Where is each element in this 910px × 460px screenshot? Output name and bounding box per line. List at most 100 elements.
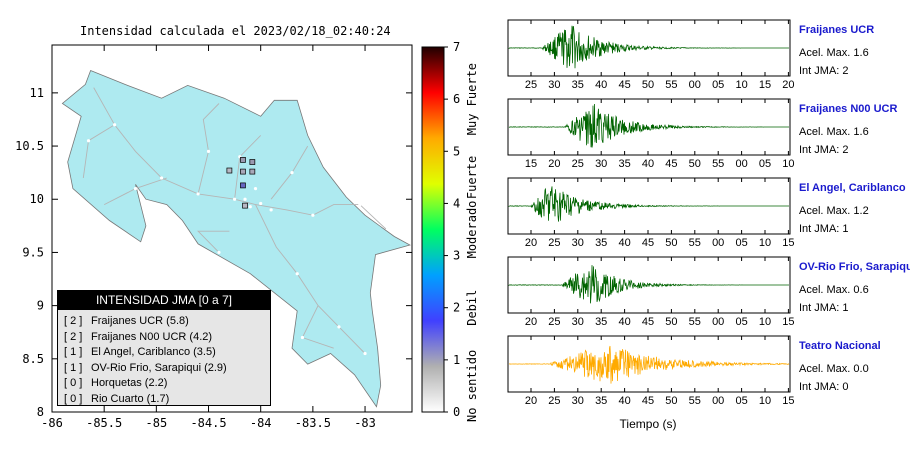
town-dot	[311, 213, 315, 217]
station-marker	[249, 168, 256, 175]
lon-tick-label: -84.5	[190, 416, 226, 430]
road-line	[197, 103, 220, 195]
town-dot	[206, 149, 211, 153]
time-tick-label: 30	[572, 237, 584, 249]
station-name-label: El Angel, Cariblanco	[799, 182, 906, 194]
int-jma-label: Int JMA: 2	[799, 144, 849, 156]
time-tick-label: 50	[665, 237, 677, 249]
lon-tick-label: -84	[250, 416, 272, 430]
time-tick-label: 40	[618, 237, 630, 249]
int-jma-label: Int JMA: 0	[799, 381, 849, 393]
acel-max-label: Acel. Max. 0.0	[799, 363, 869, 375]
time-tick-label: 50	[642, 79, 654, 91]
colorbar-category-label: Fuerte	[465, 156, 479, 199]
time-tick-label: 35	[595, 237, 607, 249]
legend-item-label: Fraijanes UCR (5.8)	[91, 315, 189, 327]
waveform-trace	[508, 25, 789, 69]
waveform-trace	[509, 345, 790, 384]
time-tick-label: 40	[595, 79, 607, 91]
time-tick-label: 15	[782, 316, 794, 328]
time-tick-label: 25	[548, 395, 560, 407]
time-tick-label: 30	[572, 395, 584, 407]
time-tick-label: 55	[689, 316, 701, 328]
time-tick-label: 10	[735, 79, 747, 91]
town-dot	[196, 192, 200, 196]
map-frame	[51, 44, 413, 413]
legend-item-label: El Angel, Cariblanco (3.5)	[91, 346, 216, 358]
time-tick-label: 45	[665, 158, 677, 170]
legend-item: [ 0 ] Horquetas (2.2)	[64, 376, 270, 392]
lat-tick-label: 8	[37, 405, 44, 419]
town-dot	[363, 351, 367, 356]
station-marker	[240, 182, 246, 189]
int-jma-label: Int JMA: 1	[799, 223, 849, 235]
lon-tick-label: -83	[354, 416, 376, 430]
map-title: Intensidad calculada el 2023/02/18_02:40…	[80, 24, 391, 38]
lat-tick-label: 9.5	[22, 245, 44, 259]
waveform-trace	[508, 103, 789, 148]
station-marker	[249, 159, 256, 165]
colorbar: 0 1 2 3 4 5 6 7 No sentido Debil Moderado Fuerte Muy…	[421, 40, 479, 422]
town-dot	[86, 139, 91, 143]
legend-item: [ 1 ] El Angel, Cariblanco (3.5)	[64, 345, 270, 361]
time-tick-label: 55	[689, 395, 701, 407]
station-name-label: Teatro Nacional	[799, 340, 881, 352]
time-tick-label: 25	[548, 237, 560, 249]
colorbar-scale	[421, 46, 445, 413]
time-tick-label: 05	[759, 158, 771, 170]
int-jma-label: Int JMA: 2	[799, 65, 849, 77]
legend-item: [ 2 ] Fraijanes N00 UCR (4.2)	[64, 330, 270, 346]
time-tick-label: 35	[595, 395, 607, 407]
legend-item-level: [ 0 ]	[64, 377, 83, 389]
station-name-label: Fraijanes N00 UCR	[799, 103, 897, 115]
time-tick-label: 20	[548, 158, 560, 170]
legend-item-label: Fraijanes N00 UCR (4.2)	[91, 330, 213, 343]
time-tick-label: 40	[618, 395, 630, 407]
town-dot	[217, 250, 221, 255]
time-tick-label: 05	[712, 79, 724, 91]
time-tick-label: 30	[548, 79, 560, 91]
time-tick-label: 15	[782, 237, 794, 249]
lat-tick-label: 9	[37, 299, 44, 313]
town-dot	[159, 176, 164, 180]
waveform-panel: 20 25 30 35 40 45 50 55 00 05 10 15 OV-Rio Frio, Sar…	[507, 256, 910, 328]
legend-item-level: [ 0 ]	[64, 392, 83, 405]
lon-tick-label: -85	[146, 416, 168, 430]
station-marker	[226, 167, 233, 174]
time-tick-label: 45	[642, 395, 654, 407]
lat-tick-label: 8.5	[22, 352, 44, 366]
colorbar-tick-label: 5	[453, 144, 460, 158]
station-name-label: OV-Rio Frio, Sarapiqui	[799, 261, 910, 273]
time-tick-label: 10	[759, 316, 771, 328]
time-tick-label: 00	[712, 395, 724, 407]
colorbar-tick-label: 7	[453, 40, 460, 54]
time-tick-label: 55	[689, 237, 701, 249]
time-tick-label: 00	[712, 316, 724, 328]
lon-tick-label: -83.5	[295, 416, 331, 430]
acel-max-label: Acel. Max. 1.6	[799, 47, 869, 59]
time-tick-label: 15	[782, 395, 794, 407]
station-name-label: Fraijanes UCR	[799, 24, 874, 36]
road-line	[255, 204, 366, 354]
time-tick-label: 05	[735, 316, 747, 328]
colorbar-category-label: Moderado	[465, 201, 479, 259]
legend-item-label: Horquetas (2.2)	[91, 377, 168, 389]
colorbar-tick-label: 2	[453, 301, 460, 315]
time-tick-label: 35	[572, 79, 584, 91]
waveform-panel: 15 20 25 30 35 40 45 50 55 00 05 10 Fraijanes N00 UC…	[507, 98, 897, 170]
time-tick-label: 25	[525, 79, 537, 91]
time-tick-label: 15	[525, 158, 537, 170]
time-axis-label: Tiempo (s)	[620, 417, 677, 431]
town-dot	[295, 272, 299, 276]
time-tick-label: 50	[665, 316, 677, 328]
colorbar-tick-label: 3	[453, 249, 460, 263]
town-dot	[290, 171, 294, 175]
lat-tick-label: 10	[30, 192, 44, 206]
lat-tick-label: 10.5	[15, 139, 44, 153]
time-tick-label: 50	[665, 395, 677, 407]
lon-tick-label: -86	[41, 416, 63, 430]
time-tick-label: 00	[712, 237, 724, 249]
station-marker	[242, 202, 248, 209]
colorbar-category-label: No sentido	[465, 350, 479, 422]
